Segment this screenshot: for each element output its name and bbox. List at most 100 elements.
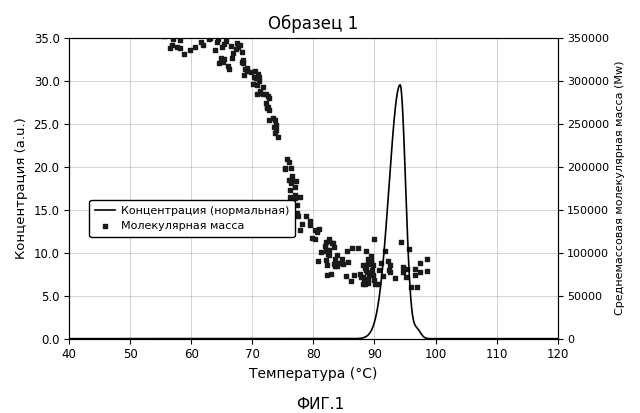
Молекулярная масса [224, 66, 234, 72]
Молекулярная масса [360, 247, 371, 254]
Молекулярная масса [237, 58, 247, 65]
Молекулярная масса [359, 278, 369, 285]
Молекулярная масса [196, 39, 207, 46]
Концентрация (нормальная) [450, 336, 458, 341]
Молекулярная масса [168, 36, 179, 42]
Молекулярная масса [324, 236, 334, 243]
Молекулярная масса [398, 264, 408, 271]
Молекулярная масса [376, 259, 386, 266]
Молекулярная масса [239, 72, 250, 78]
Молекулярная масса [363, 261, 373, 267]
Молекулярная масса [337, 256, 347, 262]
Молекулярная масса [287, 173, 297, 179]
Молекулярная масса [310, 235, 321, 242]
Концентрация (нормальная) [540, 336, 547, 341]
Молекулярная масса [172, 43, 182, 50]
Молекулярная масса [380, 247, 390, 254]
Молекулярная масса [385, 262, 396, 268]
Молекулярная масса [368, 272, 378, 278]
Концентрация (нормальная) [303, 336, 310, 341]
Молекулярная масса [368, 262, 378, 268]
Молекулярная масса [165, 44, 175, 51]
Молекулярная масса [263, 93, 273, 99]
Молекулярная масса [232, 32, 242, 38]
Концентрация (нормальная) [65, 336, 73, 341]
Молекулярная масса [190, 44, 200, 51]
Концентрация (нормальная) [554, 336, 561, 341]
Молекулярная масса [261, 90, 271, 97]
Молекулярная масса [412, 284, 422, 290]
Молекулярная масса [313, 258, 323, 264]
Молекулярная масса [228, 50, 239, 56]
Молекулярная масса [327, 240, 337, 246]
Молекулярная масса [253, 74, 264, 80]
Молекулярная масса [383, 258, 393, 265]
Молекулярная масса [295, 227, 305, 233]
Молекулярная масса [290, 192, 300, 199]
Молекулярная масса [248, 81, 258, 88]
Text: ФИГ.1: ФИГ.1 [296, 397, 344, 412]
Молекулярная масса [401, 274, 412, 280]
Молекулярная масса [291, 178, 301, 185]
Молекулярная масса [167, 42, 177, 48]
Молекулярная масса [286, 177, 296, 184]
Молекулярная масса [323, 246, 333, 253]
Молекулярная масса [268, 114, 278, 121]
Y-axis label: Концентрация (a.u.): Концентрация (a.u.) [15, 117, 28, 259]
Молекулярная масса [406, 284, 416, 290]
Молекулярная масса [177, 30, 188, 37]
Молекулярная масса [285, 187, 296, 194]
Молекулярная масса [235, 42, 245, 49]
Молекулярная масса [223, 63, 233, 69]
Молекулярная масса [159, 26, 169, 32]
Молекулярная масса [402, 266, 412, 272]
Молекулярная масса [270, 116, 280, 123]
Молекулярная масса [369, 277, 379, 283]
Молекулярная масса [213, 36, 223, 43]
Title: Образец 1: Образец 1 [268, 15, 358, 33]
Молекулярная масса [286, 164, 296, 171]
Молекулярная масса [237, 49, 247, 55]
Молекулярная масса [348, 245, 358, 252]
Молекулярная масса [246, 68, 256, 75]
Молекулярная масса [415, 268, 426, 275]
Молекулярная масса [198, 41, 208, 48]
Молекулярная масса [365, 253, 376, 259]
Молекулярная масса [271, 122, 281, 128]
Молекулярная масса [384, 266, 394, 273]
Молекулярная масса [243, 67, 253, 74]
Молекулярная масса [323, 247, 333, 254]
Концентрация (нормальная) [540, 336, 547, 341]
Молекулярная масса [324, 246, 335, 253]
Концентрация (нормальная) [90, 336, 98, 341]
Молекулярная масса [252, 91, 262, 97]
Молекулярная масса [202, 26, 212, 32]
Молекулярная масса [293, 213, 303, 219]
Молекулярная масса [252, 82, 262, 89]
Молекулярная масса [264, 117, 274, 124]
Молекулярная масса [187, 31, 197, 38]
Молекулярная масса [342, 248, 353, 254]
Молекулярная масса [316, 249, 326, 256]
Молекулярная масса [422, 256, 433, 263]
Молекулярная масса [249, 74, 259, 81]
Молекулярная масса [198, 26, 208, 32]
Молекулярная масса [366, 259, 376, 265]
Молекулярная масса [193, 26, 203, 32]
Молекулярная масса [254, 77, 264, 84]
Молекулярная масса [285, 194, 295, 201]
Молекулярная масса [232, 40, 242, 46]
Молекулярная масса [321, 239, 331, 245]
Молекулярная масса [364, 271, 374, 278]
Молекулярная масса [358, 281, 368, 288]
Молекулярная масса [232, 44, 243, 50]
Молекулярная масса [398, 268, 408, 275]
Молекулярная масса [358, 262, 368, 268]
Молекулярная масса [360, 264, 370, 271]
Молекулярная масса [314, 226, 324, 233]
Молекулярная масса [217, 44, 227, 51]
Молекулярная масса [269, 123, 280, 130]
Молекулярная масса [225, 42, 236, 49]
Молекулярная масса [365, 257, 376, 263]
Молекулярная масса [385, 269, 395, 275]
